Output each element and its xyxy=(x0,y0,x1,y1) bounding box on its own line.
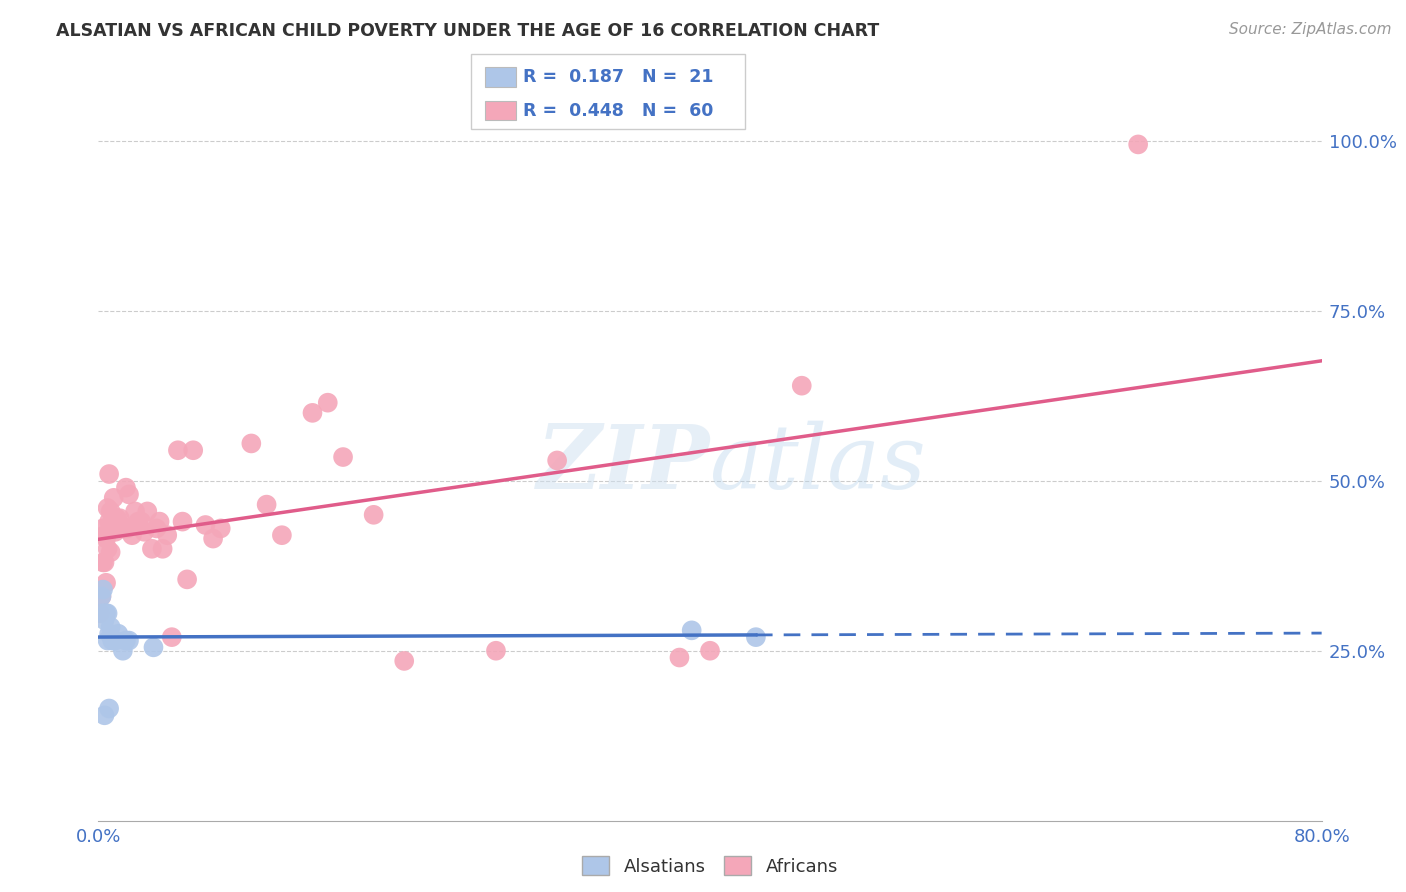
Point xyxy=(94,575,117,590)
Point xyxy=(93,555,115,569)
Legend: Alsatians, Africans: Alsatians, Africans xyxy=(575,849,845,883)
Point xyxy=(101,515,124,529)
Point xyxy=(101,633,124,648)
Point xyxy=(107,515,129,529)
Point xyxy=(105,511,128,525)
Point xyxy=(112,521,135,535)
Point xyxy=(127,515,149,529)
Point xyxy=(363,508,385,522)
Point xyxy=(91,582,114,597)
Point xyxy=(270,528,292,542)
Point xyxy=(316,395,339,409)
Point xyxy=(152,541,174,556)
Text: atlas: atlas xyxy=(710,420,925,508)
Point xyxy=(100,504,122,518)
Text: R =  0.448   N =  60: R = 0.448 N = 60 xyxy=(523,102,713,120)
Point xyxy=(118,633,141,648)
Point xyxy=(209,521,232,535)
Text: Source: ZipAtlas.com: Source: ZipAtlas.com xyxy=(1229,22,1392,37)
Point xyxy=(181,443,204,458)
Point xyxy=(176,573,198,587)
Point xyxy=(104,633,127,648)
Point xyxy=(111,644,134,658)
Point xyxy=(167,443,190,458)
Point xyxy=(93,528,115,542)
Point xyxy=(97,607,120,621)
Point xyxy=(103,491,125,505)
Point xyxy=(392,654,416,668)
Point xyxy=(124,504,146,518)
Point xyxy=(98,626,121,640)
Point xyxy=(668,650,690,665)
Point xyxy=(111,521,134,535)
Point xyxy=(142,640,165,655)
Point xyxy=(110,521,132,535)
Point xyxy=(202,532,225,546)
Point xyxy=(100,545,122,559)
Point xyxy=(98,701,121,715)
Point xyxy=(136,504,159,518)
Point xyxy=(97,633,120,648)
Point xyxy=(98,515,121,529)
Point xyxy=(145,521,167,535)
Point xyxy=(134,524,156,539)
Point xyxy=(156,528,179,542)
Point xyxy=(745,630,768,644)
Point xyxy=(141,541,163,556)
Point xyxy=(699,644,721,658)
Point xyxy=(107,626,129,640)
Point xyxy=(301,406,323,420)
Text: ZIP: ZIP xyxy=(537,421,710,507)
Point xyxy=(89,607,111,621)
Point xyxy=(681,624,703,638)
Point xyxy=(118,487,141,501)
Point xyxy=(172,515,194,529)
Point xyxy=(149,515,172,529)
Point xyxy=(129,515,152,529)
Point xyxy=(790,378,813,392)
Point xyxy=(256,498,278,512)
Point xyxy=(1128,137,1150,152)
Point xyxy=(121,528,143,542)
Point xyxy=(100,620,122,634)
Point xyxy=(240,436,263,450)
Point xyxy=(103,521,125,535)
Text: ALSATIAN VS AFRICAN CHILD POVERTY UNDER THE AGE OF 16 CORRELATION CHART: ALSATIAN VS AFRICAN CHILD POVERTY UNDER … xyxy=(56,22,880,40)
Point xyxy=(98,467,121,481)
Point xyxy=(93,708,115,723)
Point xyxy=(194,518,217,533)
Point xyxy=(108,511,131,525)
Point xyxy=(90,590,112,604)
Point xyxy=(91,555,114,569)
Point xyxy=(91,521,114,535)
Point xyxy=(90,590,112,604)
Point xyxy=(94,532,117,546)
Point xyxy=(94,607,117,621)
Point xyxy=(546,453,568,467)
Point xyxy=(91,607,114,621)
Point xyxy=(117,521,139,535)
Point xyxy=(115,481,138,495)
Point xyxy=(103,633,125,648)
Point xyxy=(93,613,115,627)
Point xyxy=(332,450,354,464)
Point xyxy=(160,630,183,644)
Point xyxy=(485,644,508,658)
Point xyxy=(115,633,138,648)
Point xyxy=(97,501,120,516)
Point xyxy=(104,524,127,539)
Point xyxy=(97,541,120,556)
Text: R =  0.187   N =  21: R = 0.187 N = 21 xyxy=(523,68,713,86)
